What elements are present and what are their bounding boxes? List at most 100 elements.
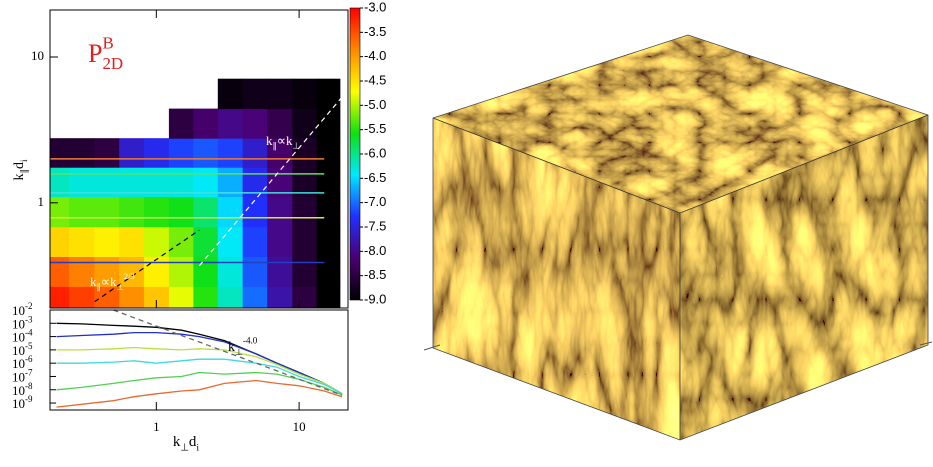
- heat-cell: [193, 227, 218, 257]
- colorbar-tick-label: -4.5: [364, 72, 386, 87]
- panel-label-part: B: [102, 33, 113, 52]
- y-tick-exp: -4: [25, 328, 33, 338]
- heat-cell: [94, 227, 119, 257]
- heat-cell: [317, 227, 341, 257]
- heat-cell: [50, 138, 70, 168]
- heat-cell: [218, 256, 243, 286]
- heat-cell: [243, 197, 268, 228]
- heat-cell: [243, 227, 268, 257]
- x-axis-label-part: ⊥: [180, 442, 189, 453]
- y-tick-label: 1: [38, 194, 45, 209]
- heat-cell: [218, 138, 243, 168]
- heat-cell: [292, 109, 317, 139]
- y-tick-label: 10-9: [12, 394, 33, 411]
- y-tick-exp: -6: [25, 354, 33, 364]
- x-tick-label: 10: [293, 419, 306, 434]
- colorbar-tick-label: -5.5: [364, 121, 386, 136]
- annotation-part: ∝k: [277, 133, 293, 148]
- heat-cell: [50, 256, 70, 286]
- y-tick-exp: -9: [25, 394, 33, 404]
- colorbar-tick-label: -7.0: [364, 194, 386, 209]
- heat-cell: [243, 79, 268, 109]
- heat-cell: [50, 227, 70, 257]
- annotation-part: ⊥: [117, 281, 124, 291]
- colorbar-tick-label: -6.0: [364, 145, 386, 160]
- heat-cell: [144, 138, 169, 168]
- panel-label-part: P: [88, 39, 102, 68]
- heat-cell: [193, 138, 218, 168]
- panel-label: PB 2D: [88, 33, 123, 73]
- heat-cell: [292, 227, 317, 257]
- x-axis-label-part: i: [196, 442, 199, 453]
- x-tick-label: 1: [153, 419, 160, 434]
- heat-cell: [144, 197, 169, 228]
- y-tick-exp: -7: [25, 368, 33, 378]
- cube: [424, 35, 932, 440]
- panel-label-part: 2D: [102, 54, 123, 73]
- y-axis-label-part: k: [12, 174, 27, 181]
- series-line: [57, 323, 343, 394]
- heat-cell: [243, 256, 268, 286]
- heat-cell: [50, 286, 70, 308]
- figure: 110k∥diPB2Dk∥∝k⊥k∥∝k⊥2/3-3.0-3.5-4.0-4.5…: [0, 0, 933, 462]
- heat-cell: [119, 197, 144, 228]
- colorbar-tick-label: -6.5: [364, 170, 386, 185]
- colorbar-tick-label: -8.0: [364, 243, 386, 258]
- colorbar-tick-label: -8.5: [364, 267, 386, 282]
- heat-cell: [119, 227, 144, 257]
- x-axis-label: k⊥di: [173, 434, 200, 453]
- heat-cell: [267, 286, 293, 308]
- heat-cell: [144, 227, 169, 257]
- y-tick-base: 10: [12, 396, 25, 411]
- heat-cell: [218, 109, 243, 139]
- colorbar-tick-label: -4.0: [364, 48, 386, 63]
- y-axis-label: k∥di: [12, 159, 29, 181]
- heat-cell: [218, 286, 243, 308]
- annotation-part: ⊥: [235, 347, 243, 357]
- heat-cell: [243, 109, 268, 139]
- heat-cell: [69, 227, 95, 257]
- heat-cell: [267, 79, 293, 109]
- heat-cell: [193, 256, 218, 286]
- heat-cell: [218, 227, 243, 257]
- y-tick-label: 10: [31, 48, 44, 63]
- heat-cell: [169, 256, 194, 286]
- heat-cell: [267, 227, 293, 257]
- heat-cell: [317, 256, 341, 286]
- colorbar: [350, 8, 360, 300]
- colorbar-tick-label: -3.5: [364, 24, 386, 39]
- heat-cell: [193, 286, 218, 308]
- heat-cell: [292, 79, 317, 109]
- heat-cell: [94, 197, 119, 228]
- heat-cell: [50, 197, 70, 228]
- heat-cell: [292, 256, 317, 286]
- heat-cell: [243, 138, 268, 168]
- heat-cell: [292, 286, 317, 308]
- heat-cell: [169, 109, 194, 139]
- heat-cell: [317, 197, 341, 228]
- annotation-part: ∝k: [101, 274, 117, 289]
- annotation: k⊥-4.0: [228, 336, 258, 357]
- colorbar-tick-label: -3.0: [364, 0, 386, 14]
- heat-cell: [169, 227, 194, 257]
- colorbar-tick-label: -5.0: [364, 97, 386, 112]
- heat-cell: [317, 286, 341, 308]
- y-tick-exp: -2: [25, 301, 33, 311]
- heat-cell: [243, 286, 268, 308]
- heat-cell: [169, 197, 194, 228]
- y-axis-label-part: d: [12, 162, 27, 169]
- annotation-part: ⊥: [293, 140, 300, 150]
- colorbar-tick-label: -9.0: [364, 291, 386, 306]
- heat-cell: [193, 109, 218, 139]
- heat-cell: [69, 286, 95, 308]
- series-line: [57, 359, 343, 394]
- heat-cell: [69, 197, 95, 228]
- heat-cell: [169, 138, 194, 168]
- heat-cell: [317, 138, 341, 168]
- y-tick-exp: -8: [25, 381, 33, 391]
- heat-cell: [317, 79, 341, 109]
- annotation-part: 2/3: [124, 271, 135, 281]
- heat-cell: [267, 197, 293, 228]
- annotation-part: k: [228, 340, 235, 355]
- heat-cell: [218, 197, 243, 228]
